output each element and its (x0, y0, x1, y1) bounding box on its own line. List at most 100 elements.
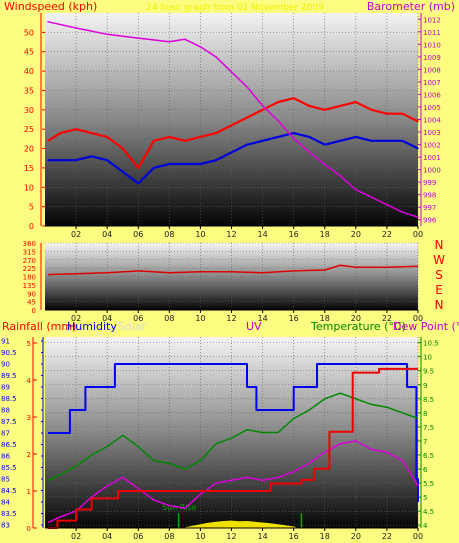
compass-label: N (435, 298, 444, 312)
data-point (277, 119, 279, 122)
humidity-tick-label: 84 (1, 499, 10, 507)
data-point (339, 105, 342, 107)
humidity-tick-label: 85 (1, 476, 10, 484)
x-tick-label: 16 (289, 532, 299, 541)
x-tick-label: 20 (351, 532, 361, 541)
humidity-tick-label: 84.5 (1, 487, 17, 495)
data-point (277, 101, 279, 103)
y-tick-label: 15 (24, 164, 34, 173)
temp-tick-label: 4 (423, 522, 428, 530)
x-tick-label: 08 (164, 314, 174, 323)
x-tick-label: 12 (226, 532, 236, 541)
y2-tick-label: 1002 (423, 142, 441, 150)
temp-tick-label: 7 (423, 438, 427, 446)
x-tick-label: 22 (382, 230, 392, 239)
x-tick-label: 22 (382, 532, 392, 541)
compass-label: S (435, 268, 443, 282)
data-point (339, 175, 342, 177)
humidity-tick-label: 88.5 (1, 395, 17, 403)
temp-tick-label: 9 (423, 382, 427, 390)
y-tick-label: 5 (29, 203, 34, 212)
x-tick-label: 20 (351, 230, 361, 239)
data-point (386, 112, 388, 115)
x-tick-label: 10 (195, 230, 205, 239)
data-point (323, 143, 326, 146)
chart-title: 24 hour graph from 01 November 2009 (146, 3, 324, 13)
data-point (106, 136, 108, 138)
solar-area (181, 520, 299, 528)
data-point (47, 20, 49, 23)
barometer-axis-title: Barometer (mb) (367, 0, 455, 13)
data-point (417, 216, 419, 219)
x-tick-label: 02 (71, 532, 81, 541)
y-tick-label: 90 (27, 290, 36, 298)
data-point (355, 101, 357, 103)
y-tick-label: 30 (24, 106, 34, 115)
data-point (261, 109, 264, 111)
y2-tick-label: 1006 (423, 91, 441, 99)
uv-label: UV (246, 320, 262, 333)
series-line-humidity (48, 363, 419, 502)
x-tick-label: 06 (133, 532, 143, 541)
rain-tick-label: 3 (27, 414, 31, 422)
humidity-tick-label: 90.5 (1, 349, 17, 357)
temp-tick-label: 10 (423, 354, 432, 362)
data-point (246, 143, 248, 146)
data-point (401, 211, 404, 214)
series-line-temperature (47, 392, 419, 481)
y-tick-label: 50 (24, 28, 34, 37)
y2-tick-label: 997 (423, 204, 436, 212)
x-tick-label: 00 (413, 314, 423, 323)
data-point (137, 182, 140, 185)
data-point (184, 140, 186, 142)
x-tick-label: 12 (226, 230, 236, 239)
y2-tick-label: 1008 (423, 66, 441, 74)
data-point (75, 159, 77, 161)
data-point (308, 151, 311, 153)
y-tick-label: 45 (24, 48, 34, 57)
y-tick-label: 270 (23, 257, 36, 265)
y2-tick-label: 1009 (423, 54, 441, 62)
y2-tick-label: 1001 (423, 154, 441, 162)
humidity-tick-label: 87 (1, 430, 10, 438)
data-point (168, 41, 171, 43)
data-point (261, 140, 264, 142)
temp-tick-label: 8.5 (423, 396, 434, 404)
compass-label: E (435, 283, 443, 297)
data-point (199, 46, 202, 48)
x-tick-label: 18 (320, 314, 330, 323)
x-tick-label: 18 (320, 230, 330, 239)
dewpoint-axis-title: Dew Point (°C) (393, 320, 459, 333)
y2-tick-label: 999 (423, 179, 436, 187)
y2-tick-label: 996 (423, 217, 437, 225)
data-point (152, 140, 155, 142)
data-point (184, 163, 186, 165)
x-tick-label: 14 (257, 230, 267, 239)
x-tick-label: 08 (164, 532, 174, 541)
temp-tick-label: 6 (423, 466, 428, 474)
data-point (308, 105, 311, 107)
data-point (417, 120, 419, 123)
x-tick-label: 20 (351, 314, 361, 323)
humidity-tick-label: 83.5 (1, 510, 17, 518)
x-tick-label: 06 (133, 314, 143, 323)
data-point (215, 56, 217, 58)
compass-label: W (433, 253, 445, 267)
y-tick-label: 35 (24, 86, 34, 95)
data-point (246, 86, 248, 88)
y2-tick-label: 1011 (423, 29, 441, 37)
y-tick-label: 0 (29, 222, 34, 231)
data-point (261, 104, 264, 107)
rain-tick-label: 0 (27, 525, 31, 533)
humidity-tick-label: 88 (1, 407, 10, 415)
x-tick-label: 12 (226, 314, 236, 323)
x-tick-label: 04 (102, 230, 112, 239)
data-point (184, 38, 186, 41)
humidity-tick-label: 89.5 (1, 372, 17, 380)
humidity-tick-label: 86 (1, 453, 10, 461)
x-tick-label: 04 (102, 314, 112, 323)
x-tick-label: 00 (413, 532, 423, 541)
y-tick-label: 360 (23, 240, 36, 248)
